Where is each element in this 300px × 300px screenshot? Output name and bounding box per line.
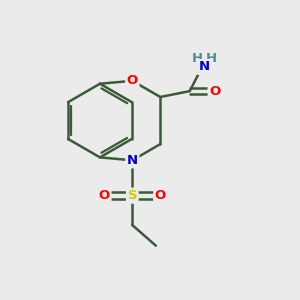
- Text: O: O: [155, 189, 166, 202]
- Text: H: H: [191, 52, 203, 65]
- Text: O: O: [209, 85, 220, 98]
- Text: H: H: [206, 52, 217, 65]
- Text: O: O: [127, 74, 138, 87]
- Text: N: N: [127, 154, 138, 167]
- Text: O: O: [99, 189, 110, 202]
- Text: S: S: [128, 189, 137, 202]
- Text: N: N: [198, 61, 209, 74]
